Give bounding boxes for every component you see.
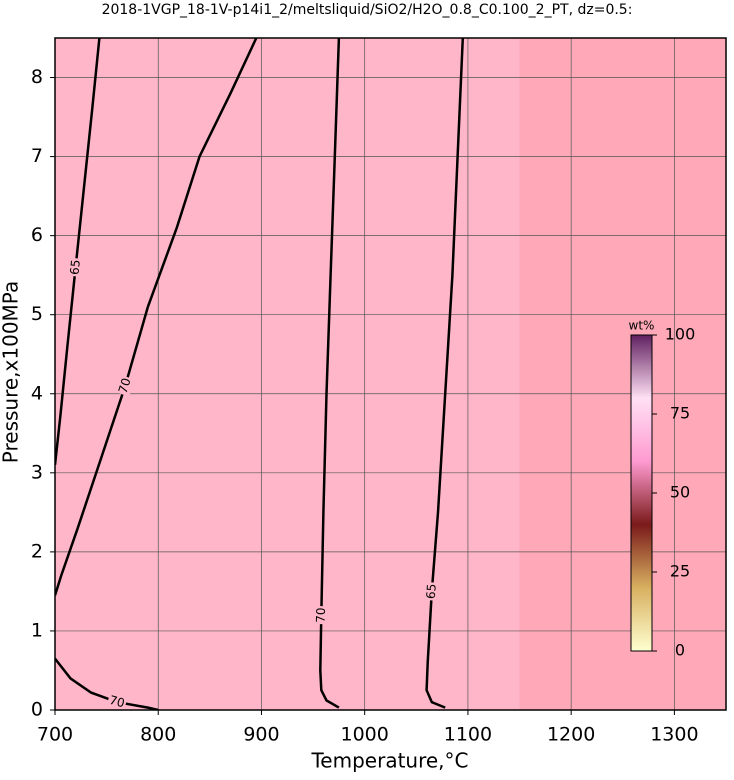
colorbar-tick-label: 25 — [670, 562, 690, 581]
y-tick-label: 0 — [31, 699, 43, 721]
contour-label-bg — [424, 581, 440, 601]
y-tick-label: 5 — [31, 303, 43, 325]
plot-frame — [54, 37, 727, 711]
y-tick-label: 8 — [31, 66, 43, 88]
x-tick-label: 800 — [140, 724, 176, 746]
y-tick-label: 1 — [31, 619, 43, 641]
x-tick-label: 700 — [37, 724, 73, 746]
y-tick-label: 4 — [31, 382, 43, 404]
contour-label-bg — [115, 375, 135, 397]
contour-line — [55, 657, 159, 710]
contour-label: 65 — [67, 259, 83, 276]
x-axis-label: Temperature,°C — [310, 749, 468, 773]
contour-label: 70 — [108, 693, 126, 710]
chart-title: 2018-1VGP_18-1V-p14i1_2/meltsliquid/SiO2… — [102, 2, 633, 18]
x-tick-label: 1300 — [650, 724, 698, 746]
y-axis-label: Pressure,x100MPa — [0, 281, 23, 463]
x-tick-label: 900 — [243, 724, 279, 746]
x-tick-label: 1100 — [444, 724, 492, 746]
colorbar-label: wt% — [629, 319, 655, 333]
contour-label-bg — [314, 605, 329, 625]
colorbar-tick-label: 100 — [665, 325, 696, 344]
contour-label-bg — [67, 257, 84, 277]
contour-label: 70 — [116, 376, 134, 395]
colorbar-tick-label: 75 — [670, 404, 690, 423]
plot-background-high — [519, 38, 726, 710]
y-tick-label: 2 — [31, 540, 43, 562]
contour-line — [319, 38, 341, 709]
contours: 70 65 70 65 70 — [55, 38, 465, 710]
colorbar-tick-label: 50 — [670, 483, 690, 502]
y-tick-label: 6 — [31, 224, 43, 246]
x-tick-label: 1200 — [547, 724, 595, 746]
contour-label-bg — [106, 693, 128, 710]
colorbar-tick-label: 0 — [675, 641, 685, 660]
contour-label: 70 — [314, 607, 328, 623]
contour-line — [55, 38, 258, 596]
contour-line — [425, 38, 465, 709]
y-tick-label: 3 — [31, 461, 43, 483]
colorbar — [630, 334, 653, 652]
contour-label: 65 — [424, 583, 439, 599]
x-tick-label: 1000 — [341, 724, 389, 746]
y-tick-label: 7 — [31, 145, 43, 167]
